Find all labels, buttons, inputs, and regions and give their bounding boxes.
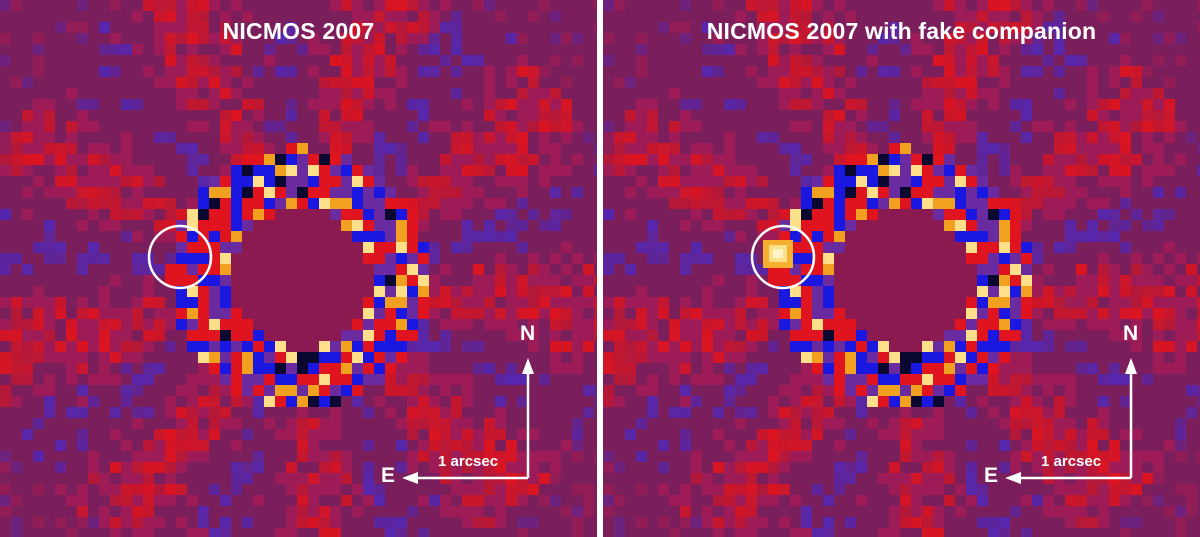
compass-arrows [402, 358, 534, 484]
residual-image-right [603, 0, 1200, 537]
panel-nicmos-2007: NICMOS 2007 N E 1 arcsec [0, 0, 597, 537]
companion-location-circle [750, 224, 816, 290]
east-label: E [984, 464, 999, 487]
panel-nicmos-2007-fake-companion: NICMOS 2007 with fake companion N E 1 ar… [603, 0, 1200, 537]
residual-pixels [0, 0, 597, 537]
residual-pixels [603, 0, 1200, 537]
fake-companion-source [763, 240, 793, 268]
compass-arrows [1005, 358, 1137, 484]
panel-title-left: NICMOS 2007 [222, 18, 375, 44]
north-label: N [1123, 322, 1139, 345]
east-label: E [381, 464, 396, 487]
residual-image-left [0, 0, 597, 537]
companion-location-circle [147, 224, 213, 290]
scale-bar-label: 1 arcsec [438, 453, 499, 470]
scale-bar-label: 1 arcsec [1041, 453, 1102, 470]
north-label: N [520, 322, 536, 345]
panel-title-right: NICMOS 2007 with fake companion [706, 18, 1097, 44]
